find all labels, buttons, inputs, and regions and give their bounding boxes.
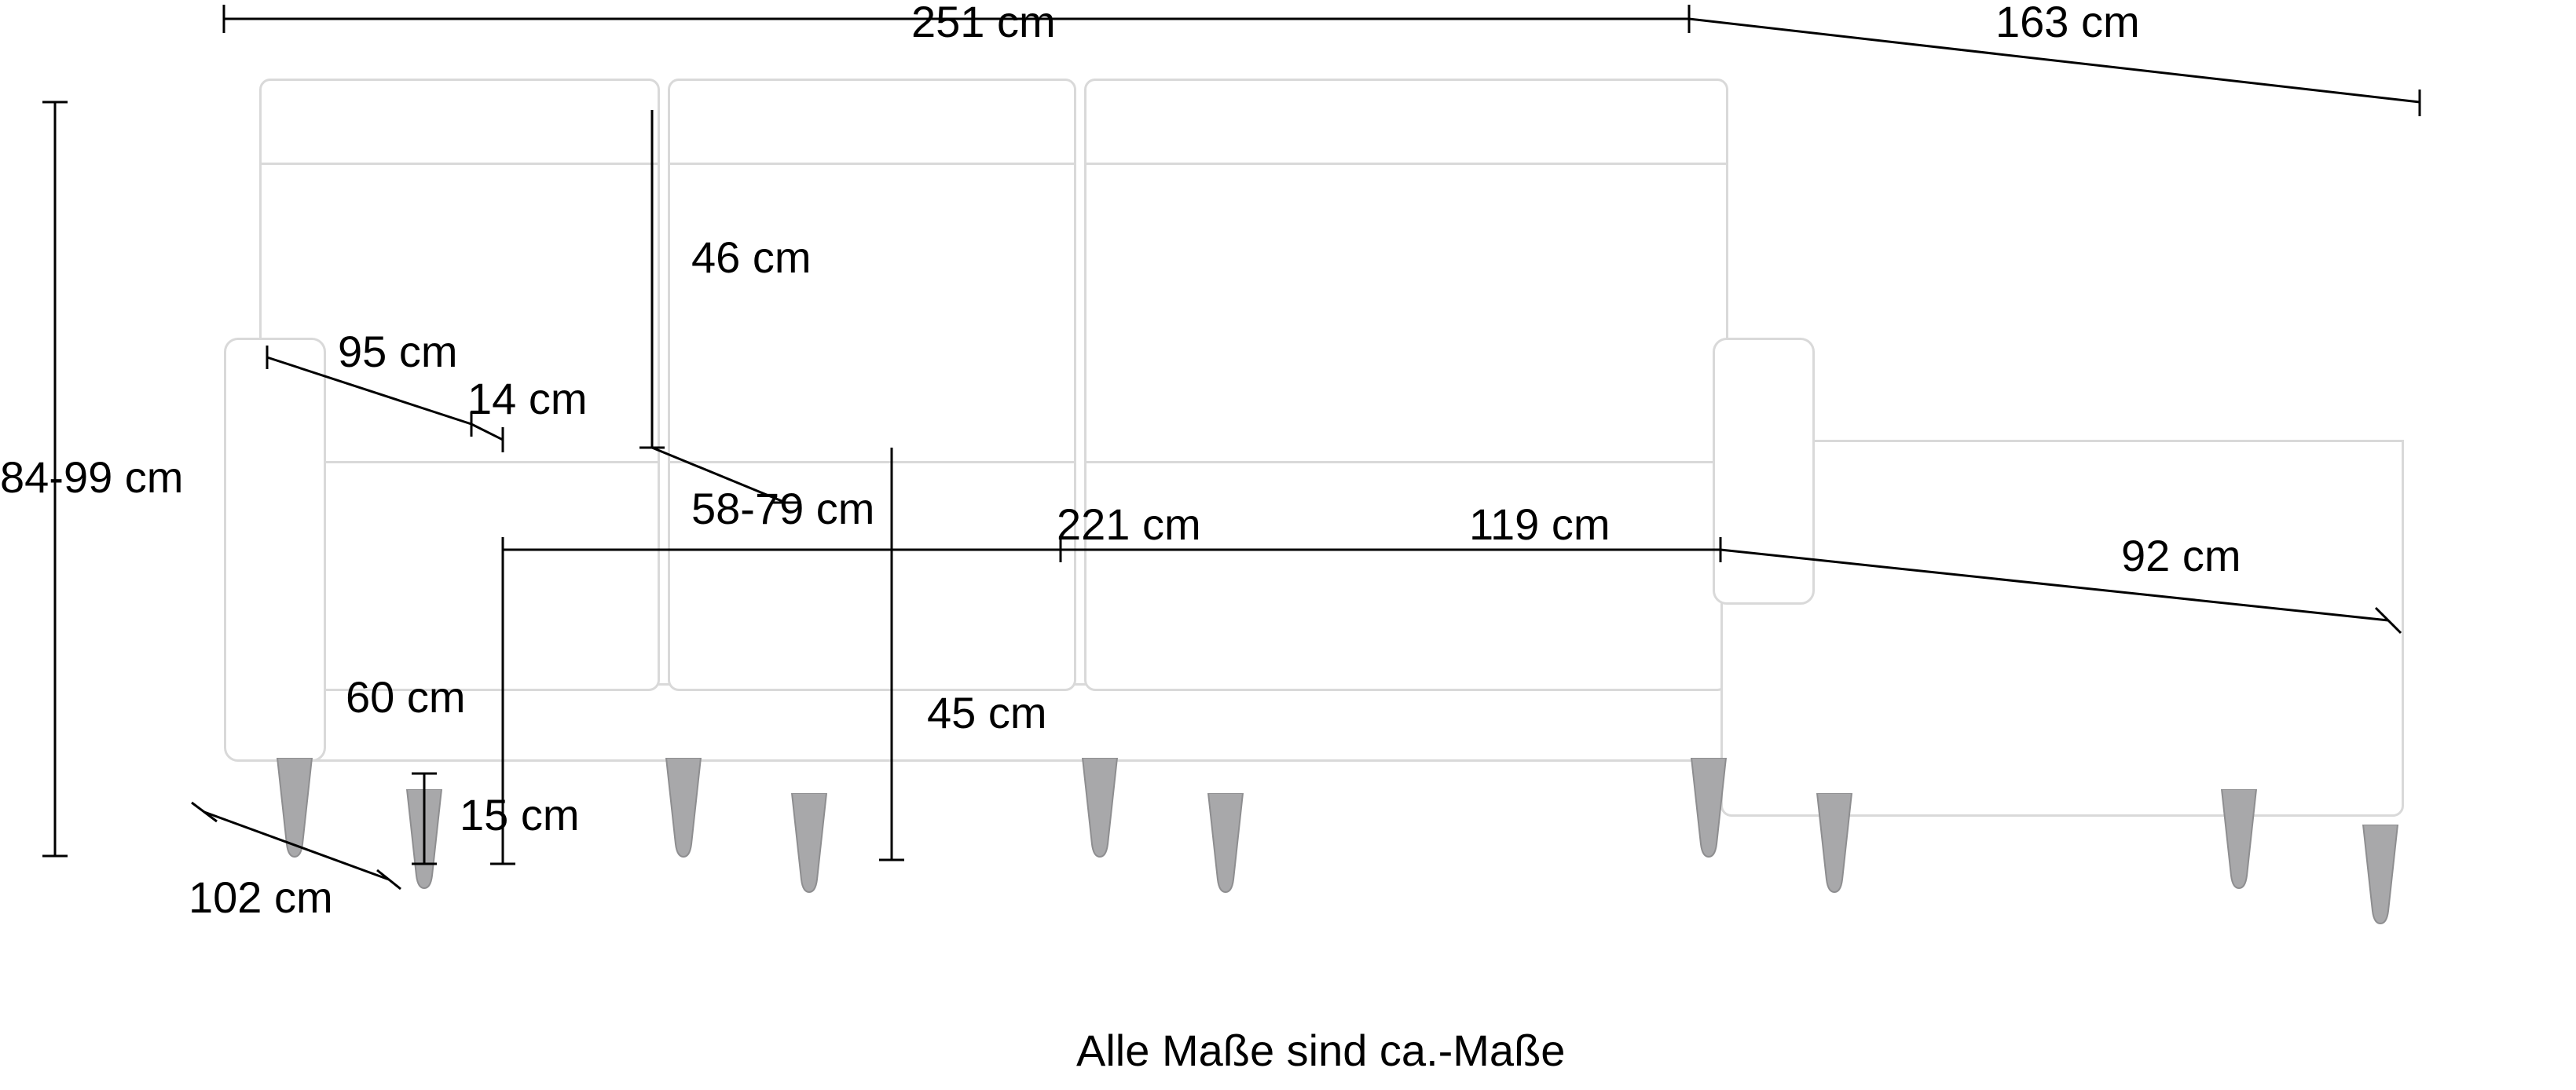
dim-arm-width: 14 cm xyxy=(467,377,588,421)
dim-height-left: 84-99 cm xyxy=(0,455,183,499)
dim-depth-top-right: 163 cm xyxy=(1995,0,2140,44)
caption-approx-note: Alle Maße sind ca.-Maße xyxy=(1076,1025,1565,1076)
dim-back-height: 46 cm xyxy=(691,236,812,280)
dim-arm-depth: 95 cm xyxy=(338,330,458,374)
dim-chaise-seat-width: 119 cm xyxy=(1469,503,1610,547)
dim-leg-height: 15 cm xyxy=(460,793,580,837)
dim-seat-depth-range: 58-79 cm xyxy=(691,487,874,531)
dim-chaise-front-width: 92 cm xyxy=(2121,534,2241,578)
dim-seat-width-total: 221 cm xyxy=(1057,503,1201,547)
dim-arm-height: 60 cm xyxy=(346,675,466,719)
dim-seat-height: 45 cm xyxy=(927,691,1047,735)
dimension-diagram: 251 cm 163 cm 84-99 cm 95 cm 14 cm 46 cm… xyxy=(0,0,2576,1090)
dim-floor-depth: 102 cm xyxy=(189,876,333,920)
dim-width-top: 251 cm xyxy=(911,0,1056,44)
